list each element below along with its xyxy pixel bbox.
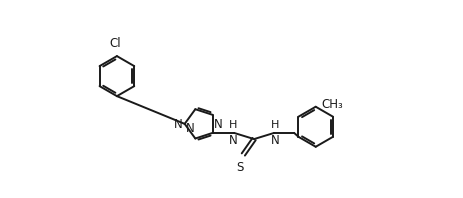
- Text: N: N: [173, 118, 182, 131]
- Text: N: N: [228, 134, 237, 147]
- Text: N: N: [213, 118, 222, 131]
- Text: H: H: [229, 120, 237, 130]
- Text: CH₃: CH₃: [321, 98, 343, 111]
- Text: N: N: [270, 134, 279, 147]
- Text: H: H: [270, 120, 278, 130]
- Text: S: S: [236, 161, 244, 174]
- Text: N: N: [185, 122, 194, 135]
- Text: Cl: Cl: [109, 37, 121, 50]
